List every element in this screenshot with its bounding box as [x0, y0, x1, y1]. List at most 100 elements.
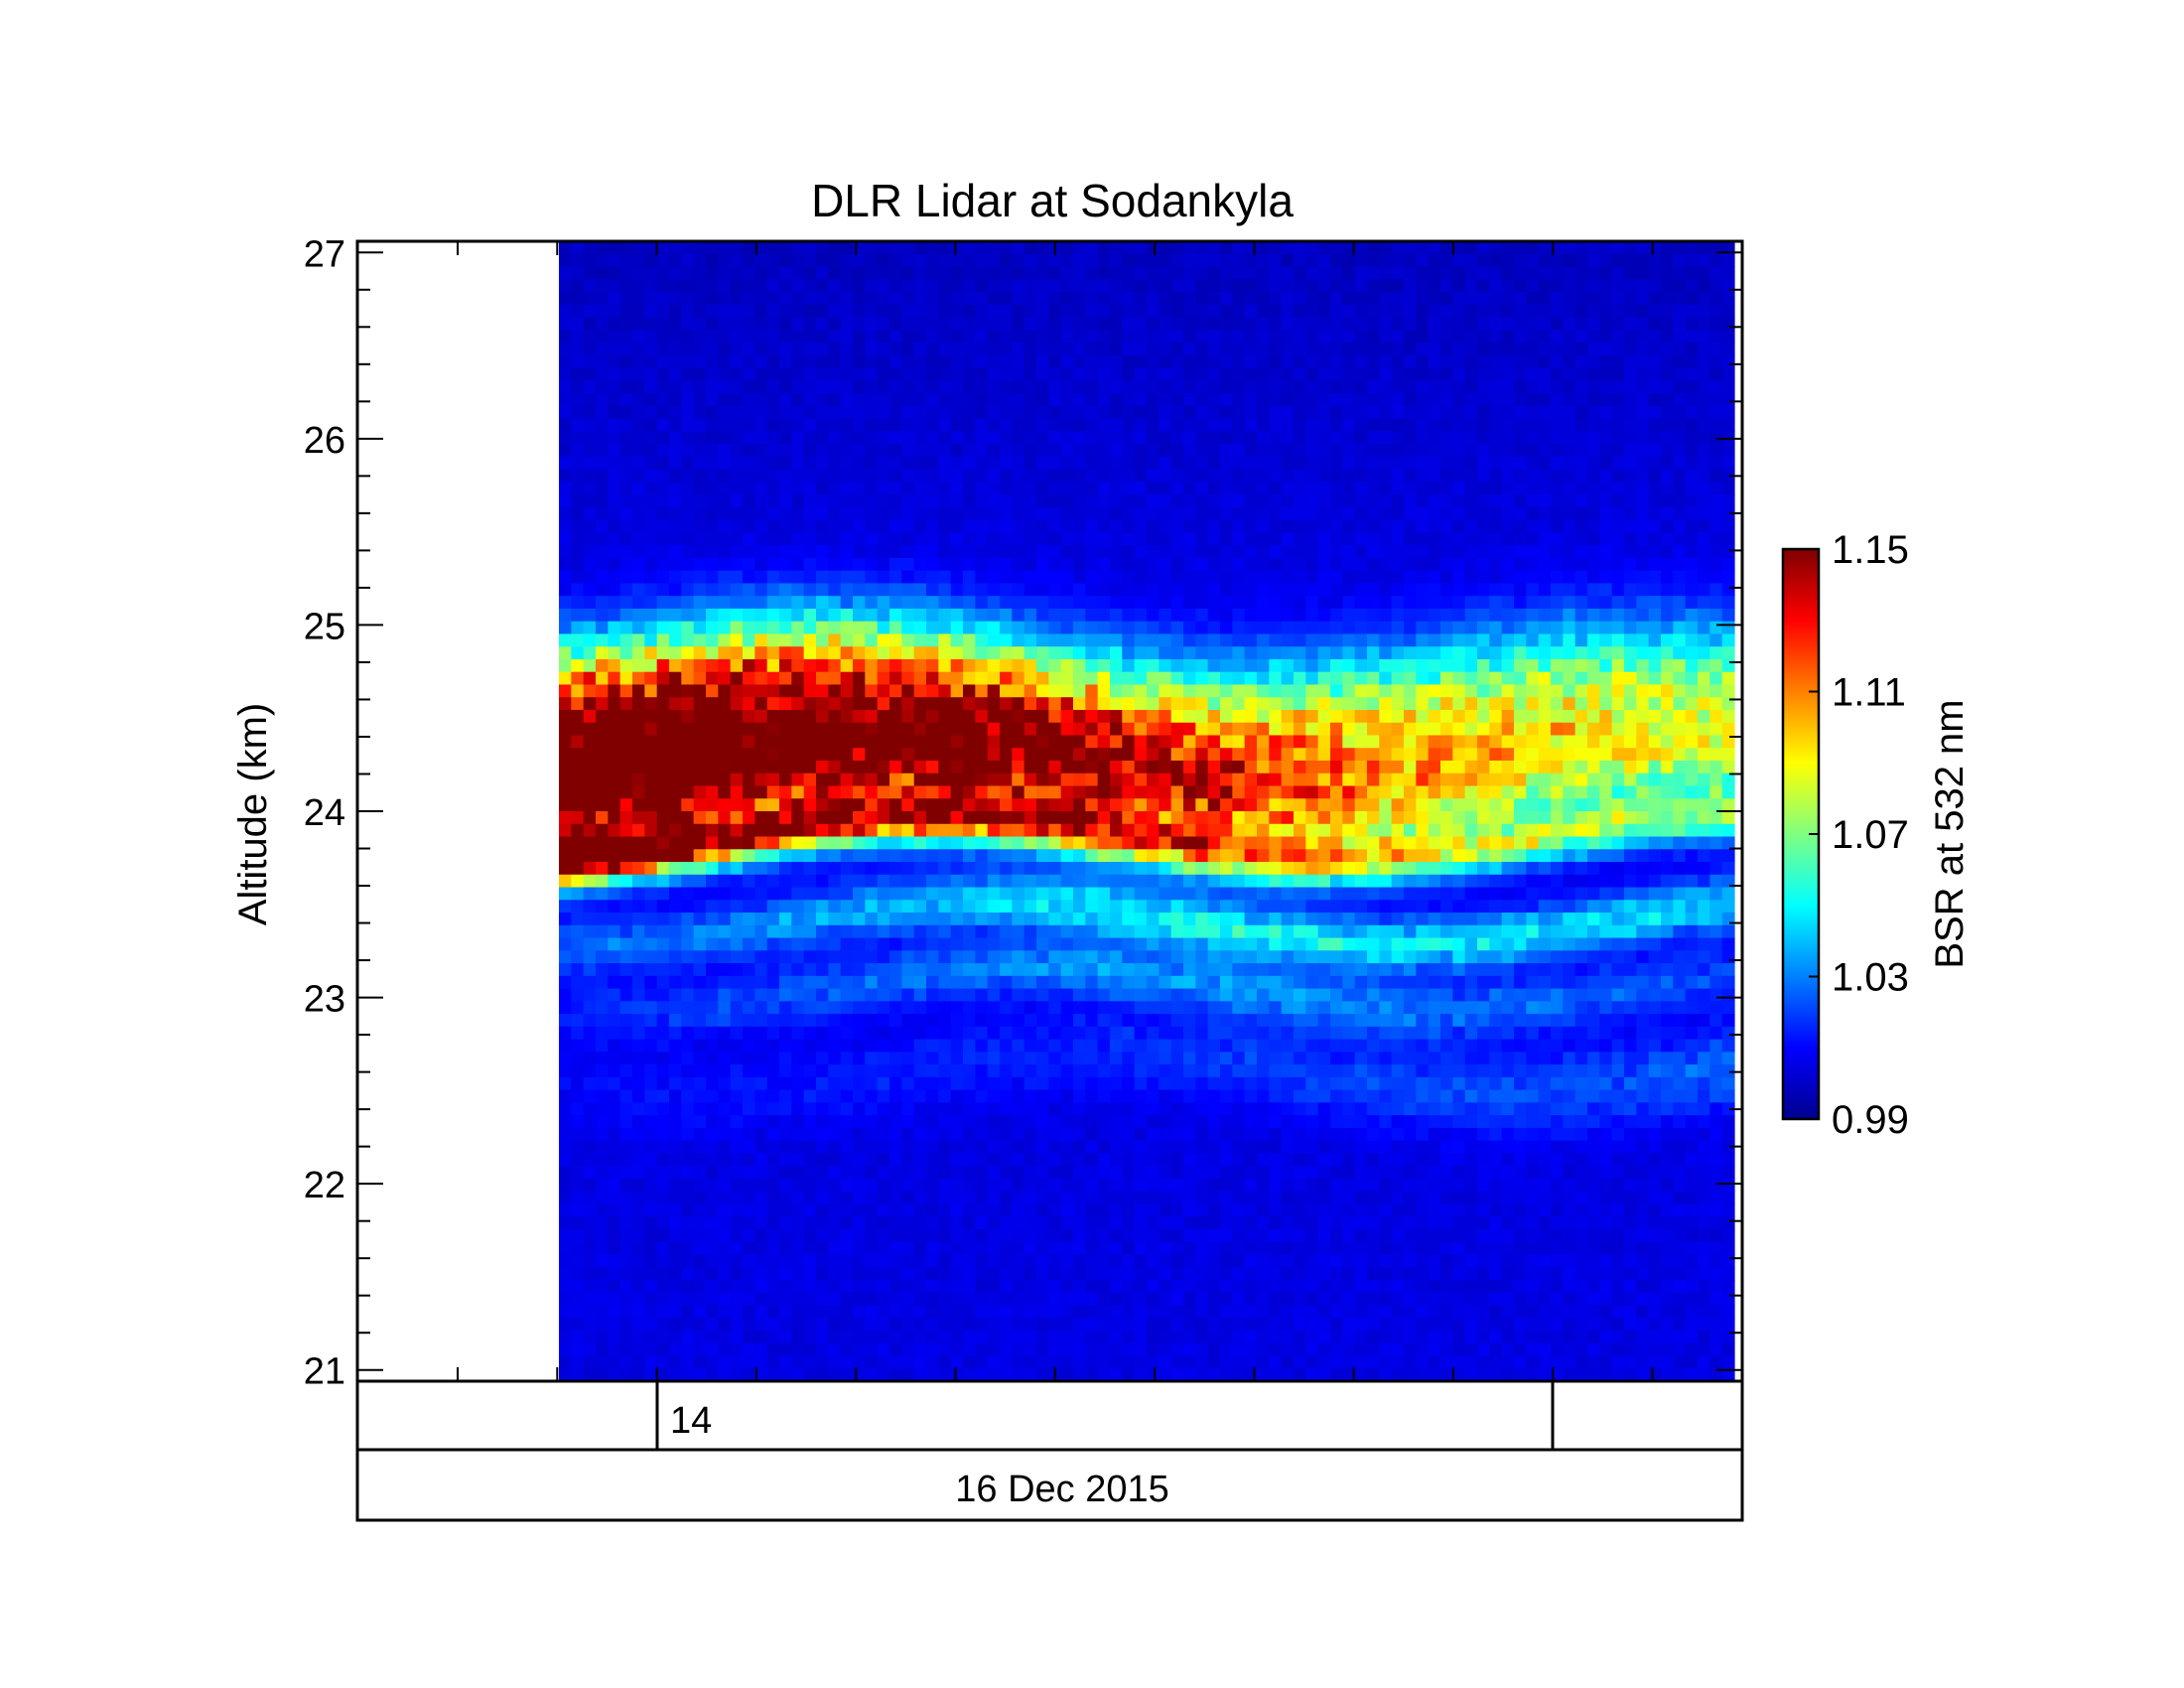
heatmap-cell [975, 570, 989, 584]
heatmap-cell [669, 469, 682, 483]
heatmap-cell [619, 1216, 633, 1230]
heatmap-cell [1085, 405, 1099, 420]
heatmap-cell [632, 343, 645, 356]
heatmap-cell [693, 849, 707, 863]
heatmap-cell [559, 887, 572, 901]
heatmap-cell [1122, 1076, 1136, 1091]
heatmap-cell [693, 608, 707, 623]
heatmap-cell [1073, 545, 1086, 559]
heatmap-cell [816, 773, 829, 787]
heatmap-cell [803, 1241, 817, 1256]
heatmap-cell [571, 836, 585, 850]
heatmap-cell [1024, 735, 1037, 749]
heatmap-cell [1048, 862, 1062, 876]
heatmap-cell [730, 1166, 744, 1180]
heatmap-cell [1060, 658, 1074, 673]
heatmap-cell [706, 722, 719, 737]
heatmap-cell [1147, 1052, 1160, 1065]
heatmap-cell [840, 279, 854, 293]
heatmap-cell [706, 1127, 719, 1142]
heatmap-cell [938, 963, 952, 977]
heatmap-cell [963, 330, 976, 344]
heatmap-cell [1134, 583, 1148, 597]
heatmap-cell [803, 963, 817, 977]
heatmap-cell [1134, 1052, 1148, 1065]
heatmap-cell [1170, 444, 1184, 458]
heatmap-cell [596, 735, 609, 749]
heatmap-cell [803, 1216, 817, 1230]
heatmap-cell [828, 405, 842, 420]
heatmap-cell [730, 924, 744, 939]
heatmap-cell [644, 1330, 658, 1344]
heatmap-cell [608, 393, 621, 407]
heatmap-cell [901, 963, 915, 977]
heatmap-cell [1183, 748, 1196, 762]
heatmap-cell [779, 937, 792, 951]
heatmap-cell [1207, 709, 1221, 724]
heatmap-cell [791, 431, 805, 445]
heatmap-cell [693, 1241, 707, 1256]
heatmap-cell [1060, 836, 1074, 850]
heatmap-cell [865, 1203, 879, 1217]
heatmap-cell [1134, 697, 1148, 711]
heatmap-cell [656, 811, 670, 825]
heatmap-cell [608, 924, 621, 939]
heatmap-cell [963, 1305, 976, 1319]
heatmap-cell [681, 950, 695, 964]
heatmap-cell [1220, 330, 1233, 344]
heatmap-cell [632, 405, 645, 420]
heatmap-cell [840, 557, 854, 572]
heatmap-cell [816, 241, 829, 255]
heatmap-cell [791, 1292, 805, 1307]
heatmap-cell [975, 900, 989, 914]
heatmap-cell [1220, 1089, 1233, 1103]
heatmap-cell [1183, 431, 1196, 445]
heatmap-cell [1085, 963, 1099, 977]
heatmap-cell [656, 1305, 670, 1319]
heatmap-cell [1159, 1064, 1172, 1078]
heatmap-cell [596, 1342, 609, 1357]
heatmap-cell [693, 253, 707, 268]
heatmap-cell [1159, 557, 1172, 572]
heatmap-cell [926, 608, 939, 623]
heatmap-cell [1048, 292, 1062, 306]
heatmap-cell [840, 1052, 854, 1065]
heatmap-cell [1159, 722, 1172, 737]
heatmap-cell [963, 658, 976, 673]
heatmap-cell [681, 1279, 695, 1294]
heatmap-cell [791, 874, 805, 889]
heatmap-cell [571, 367, 585, 381]
heatmap-cell [877, 684, 890, 698]
heatmap-cell [1073, 1026, 1086, 1041]
heatmap-cell [926, 621, 939, 635]
heatmap-cell [754, 456, 768, 471]
heatmap-cell [791, 330, 805, 344]
heatmap-cell [1000, 266, 1013, 280]
heatmap-cell [889, 545, 902, 559]
heatmap-cell [583, 469, 597, 483]
heatmap-cell [718, 975, 732, 990]
heatmap-cell [1147, 1318, 1160, 1332]
heatmap-cell [779, 1001, 792, 1015]
heatmap-cell [1195, 1039, 1209, 1053]
heatmap-cell [865, 1318, 879, 1332]
heatmap-cell [950, 1279, 964, 1294]
heatmap-cell [1024, 1089, 1037, 1103]
heatmap-cell [718, 849, 732, 863]
heatmap-cell [644, 735, 658, 749]
heatmap-cell [1122, 913, 1136, 926]
heatmap-cell [619, 1203, 633, 1217]
heatmap-cell [1134, 1064, 1148, 1078]
heatmap-cell [1073, 304, 1086, 319]
heatmap-cell [963, 836, 976, 850]
heatmap-cell [1220, 482, 1233, 495]
heatmap-cell [913, 988, 927, 1002]
heatmap-cell [718, 735, 732, 749]
heatmap-cell [571, 1305, 585, 1319]
heatmap-cell [644, 1014, 658, 1028]
heatmap-cell [656, 1228, 670, 1243]
heatmap-cell [1060, 608, 1074, 623]
heatmap-cell [1134, 633, 1148, 647]
heatmap-cell [1183, 1342, 1196, 1357]
heatmap-cell [901, 773, 915, 787]
